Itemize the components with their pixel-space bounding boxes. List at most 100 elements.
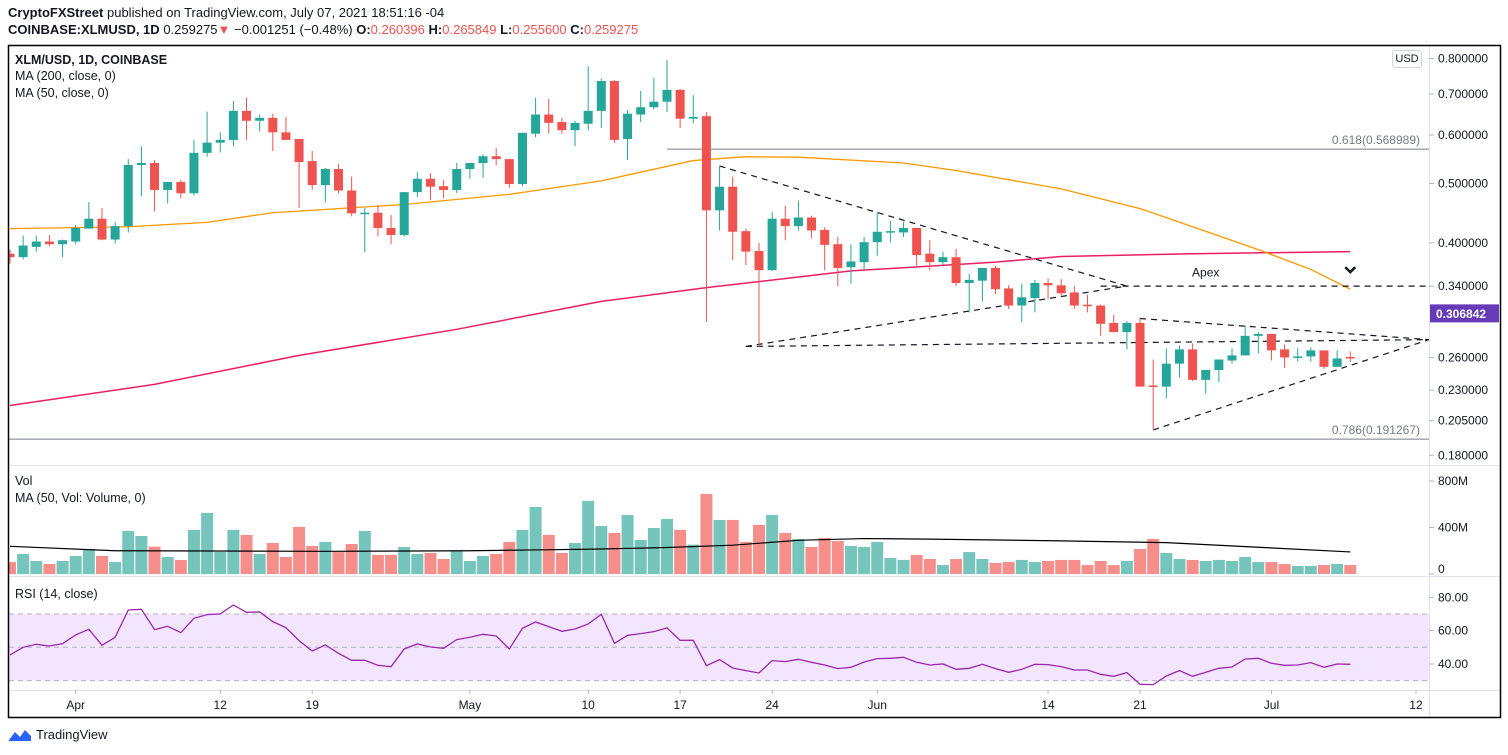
volume-bar[interactable] (332, 552, 345, 574)
candle[interactable] (872, 212, 882, 256)
candle[interactable] (491, 148, 501, 166)
volume-bar[interactable] (1055, 559, 1068, 574)
candle[interactable] (885, 221, 895, 243)
candle[interactable] (347, 176, 357, 217)
volume-bar[interactable] (43, 564, 56, 574)
candle[interactable] (623, 110, 633, 161)
volume-bar[interactable] (187, 529, 200, 574)
volume-bar[interactable] (752, 524, 765, 574)
currency-badge[interactable]: USD (1392, 50, 1422, 68)
candle[interactable] (439, 179, 449, 199)
candle[interactable] (820, 227, 830, 271)
candle[interactable] (938, 251, 948, 266)
candle[interactable] (228, 100, 238, 147)
volume-bar[interactable] (95, 555, 108, 574)
volume-bar[interactable] (253, 554, 266, 574)
candle[interactable] (557, 117, 567, 134)
volume-bar[interactable] (1015, 559, 1028, 574)
candle[interactable] (688, 95, 698, 124)
candle[interactable] (767, 212, 777, 271)
candle[interactable] (1293, 348, 1303, 362)
volume-bar[interactable] (122, 530, 135, 574)
volume-bar[interactable] (569, 542, 582, 574)
candle[interactable] (544, 98, 554, 134)
candle[interactable] (1306, 347, 1316, 362)
candle[interactable] (964, 273, 974, 313)
volume-bar[interactable] (910, 554, 923, 574)
candle[interactable] (1227, 348, 1237, 364)
volume-bar[interactable] (647, 527, 660, 574)
candle[interactable] (386, 215, 396, 245)
candle[interactable] (1148, 359, 1158, 430)
volume-bar[interactable] (306, 545, 319, 574)
volume-bar[interactable] (976, 559, 989, 574)
volume-pane[interactable] (4, 493, 1357, 574)
candle[interactable] (97, 208, 107, 241)
volume-bar[interactable] (1028, 562, 1041, 574)
candle[interactable] (991, 265, 1000, 295)
volume-bar[interactable] (266, 542, 279, 574)
volume-bar[interactable] (923, 559, 936, 574)
candle[interactable] (1030, 279, 1040, 313)
candle[interactable] (1188, 343, 1198, 381)
candle[interactable] (636, 90, 646, 123)
volume-bar[interactable] (398, 547, 411, 574)
candle[interactable] (268, 113, 278, 151)
volume-bar[interactable] (411, 554, 424, 574)
candle[interactable] (478, 154, 488, 178)
volume-bar[interactable] (148, 546, 161, 574)
candle[interactable] (360, 208, 370, 253)
candle[interactable] (951, 248, 961, 287)
rsi-pane[interactable] (9, 604, 1429, 686)
volume-bar[interactable] (4, 562, 16, 574)
volume-bar[interactable] (450, 550, 463, 574)
candle[interactable] (399, 192, 409, 237)
volume-bar[interactable] (174, 559, 187, 574)
volume-bar[interactable] (779, 532, 792, 574)
volume-bar[interactable] (1331, 564, 1344, 574)
volume-bar[interactable] (240, 534, 253, 574)
candle[interactable] (1109, 314, 1119, 333)
candle[interactable] (1345, 351, 1355, 362)
candle[interactable] (793, 200, 803, 231)
volume-bar[interactable] (963, 552, 976, 574)
candle[interactable] (189, 139, 199, 196)
volume-bar[interactable] (1120, 560, 1133, 574)
volume-legend-title[interactable]: Vol (15, 474, 33, 488)
volume-bar[interactable] (1186, 559, 1199, 574)
volume-bar[interactable] (516, 529, 529, 574)
volume-bar[interactable] (1160, 552, 1173, 574)
chart-legend-title[interactable]: XLM/USD, 1D, COINBASE (15, 53, 168, 67)
legend-ma200[interactable]: MA (200, close, 0) (15, 69, 116, 83)
volume-bar[interactable] (950, 559, 963, 574)
volume-bar[interactable] (135, 535, 148, 574)
volume-bar[interactable] (358, 530, 371, 574)
legend-ma50[interactable]: MA (50, close, 0) (15, 86, 109, 100)
candle[interactable] (163, 181, 173, 204)
candle[interactable] (334, 164, 343, 194)
trend-line[interactable] (719, 165, 1128, 287)
candle[interactable] (465, 163, 475, 179)
candle[interactable] (242, 97, 252, 140)
volume-bar[interactable] (687, 544, 700, 574)
candle[interactable] (123, 159, 133, 233)
candle[interactable] (281, 117, 291, 140)
volume-bar[interactable] (1212, 559, 1225, 574)
volume-bar[interactable] (1068, 559, 1081, 574)
candle[interactable] (859, 236, 869, 270)
price-pane[interactable]: 0.618(0.568989) 0.786(0.191267) Apex (6, 60, 1430, 440)
volume-bar[interactable] (726, 519, 739, 574)
volume-bar[interactable] (371, 554, 384, 574)
trend-line[interactable] (1152, 339, 1429, 431)
volume-bar[interactable] (542, 534, 555, 574)
candle[interactable] (807, 215, 817, 239)
candle[interactable] (754, 242, 764, 347)
volume-bar[interactable] (792, 539, 805, 574)
candle[interactable] (1082, 294, 1092, 313)
volume-ma-legend[interactable]: MA (50, Vol: Volume, 0) (15, 491, 146, 505)
volume-bar[interactable] (477, 555, 490, 574)
candle[interactable] (1096, 304, 1106, 336)
volume-bar[interactable] (529, 506, 542, 574)
volume-bar[interactable] (1252, 562, 1265, 574)
candle[interactable] (1266, 333, 1276, 361)
